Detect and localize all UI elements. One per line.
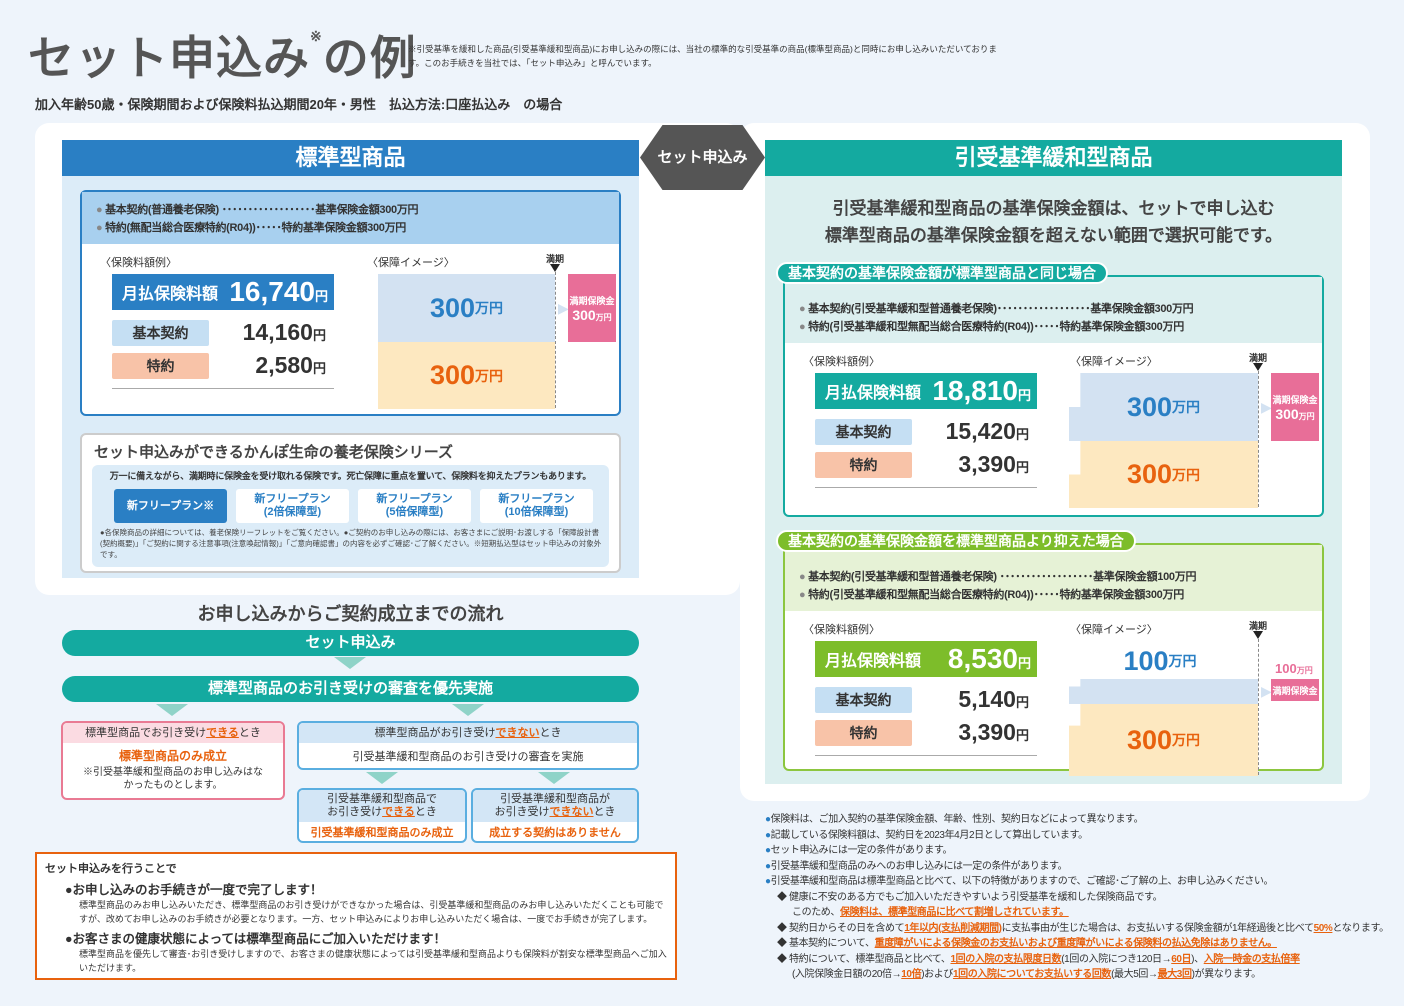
rider-row: 特約 3,390円: [815, 719, 1037, 746]
plan-coverage-lines: ● 基本契約(引受基準緩和型普通養老保険)･･････････････････基…: [785, 277, 1322, 343]
flow-arrow-icon: [334, 657, 366, 669]
series-desc: 万一に備えながら、満期時に保険金を受け取れる保険です。死亡保障に重点を置いて、保…: [109, 471, 592, 481]
plan-box-standard: ● 基本契約(普通養老保険) ･･････････････････基準保険金額3…: [80, 190, 621, 416]
maturity-benefit-amount: 100万円: [1275, 661, 1313, 676]
benefit-heading: ●お申し込みのお手続きが一度で完了します！: [65, 883, 323, 897]
flow-relaxed-accepted: 引受基準緩和型商品で お引き受けできるとき 引受基準緩和型商品のみ成立: [297, 788, 467, 843]
relaxed-headline-line2: 標準型商品の基準保険金額を超えない範囲で選択可能です。: [824, 226, 1283, 245]
benefit-body: 標準型商品のみお申し込みいただき、標準型商品のお引き受けができなかった場合は、引…: [79, 900, 664, 924]
title-main: セット申込み: [28, 32, 310, 84]
maturity-line: [1258, 371, 1259, 507]
case-tab: 基本契約の基準保険金額が標準型商品と同じ場合: [776, 262, 1108, 284]
coverage-image-label: 〈保障イメージ〉: [367, 257, 455, 269]
standard-header: 標準型商品: [62, 140, 639, 176]
coverage-image-label: 〈保障イメージ〉: [1070, 624, 1158, 636]
monthly-premium: 月払保険料額 18,810円: [815, 373, 1037, 409]
divider: [112, 388, 334, 389]
case-tab: 基本契約の基準保険金額を標準型商品より抑えた場合: [776, 530, 1136, 552]
maturity-label: 満期: [1248, 353, 1267, 363]
flow-relaxed-declined: 引受基準緩和型商品が お引き受けできないとき 成立する契約はありません: [471, 788, 639, 843]
title-mark: ※: [310, 28, 323, 44]
maturity-marker-icon: [1253, 363, 1263, 371]
flow-standard-accepted: 標準型商品でお引き受けできるとき 標準型商品のみ成立 ※引受基準緩和型商品のお申…: [61, 721, 285, 800]
relaxed-header: 引受基準緩和型商品: [765, 140, 1342, 176]
base-coverage-label: 100 万円: [1123, 645, 1197, 676]
flow-arrow-icon: [366, 772, 398, 784]
rider-row: 特約 2,580円: [112, 352, 334, 379]
divider: [815, 755, 1037, 756]
premium-example-label: 〈保険料額例〉: [803, 624, 880, 636]
title-footnote: ※引受基準を緩和した商品(引受基準緩和型商品)にお申し込みの際には、当社の標準的…: [408, 44, 997, 68]
base-contract-row: 基本契約 5,140円: [815, 686, 1037, 713]
divider: [815, 487, 1037, 488]
monthly-premium: 月払保険料額 16,740円: [112, 274, 334, 310]
flow-arrow-icon: [156, 704, 188, 716]
flow-arrow-icon: [538, 772, 570, 784]
series-note: ●各保険商品の詳細については、養老保険リーフレットをご覧ください。●ご契約のお申…: [100, 528, 602, 559]
base-coverage-block: 300 万円: [378, 274, 555, 342]
benefit-body: 標準型商品を優先して審査･お引き受けしますので、お客さまの健康状態によっては引受…: [79, 949, 667, 973]
benefit-heading: ●お客さまの健康状態によっては標準型商品にご加入いただけます！: [65, 932, 447, 946]
benefits-box: セット申込みを行うことで ●お申し込みのお手続きが一度で完了します！ 標準型商品…: [35, 852, 677, 980]
rider-coverage-block: 300 万円: [1069, 704, 1258, 776]
maturity-marker-icon: [550, 264, 560, 272]
coverage-image-label: 〈保障イメージ〉: [1070, 356, 1158, 368]
flow-step-standard-review: 標準型商品のお引き受けの審査を優先実施: [62, 676, 639, 702]
plan-new-free[interactable]: 新フリープラン※: [114, 489, 227, 523]
plan-coverage-lines: ● 基本契約(普通養老保険) ･･････････････････基準保険金額3…: [82, 192, 619, 244]
maturity-line: [1258, 639, 1259, 775]
plan-coverage-lines: ● 基本契約(引受基準緩和型普通養老保険) ･･････････････････…: [785, 545, 1322, 611]
arrow-right-icon: ▶: [558, 300, 569, 316]
rider-coverage-block: 300 万円: [378, 342, 555, 409]
arrow-right-icon: ▶: [1261, 399, 1272, 415]
premium-example-label: 〈保険料額例〉: [803, 356, 880, 368]
set-application-arrow: セット申込み: [640, 125, 765, 190]
maturity-benefit: 満期保険金 300万円: [1271, 373, 1319, 441]
flow-title: お申し込みからご契約成立までの流れ: [197, 604, 504, 624]
maturity-label: 満期: [1248, 621, 1267, 631]
relaxed-headline: 引受基準緩和型商品の基準保険金額は、セットで申し込む 標準型商品の基準保険金額を…: [765, 195, 1342, 249]
rider-row: 特約 3,390円: [815, 451, 1037, 478]
maturity-benefit: 満期保険金: [1271, 679, 1319, 701]
premium-example-label: 〈保険料額例〉: [100, 257, 177, 269]
page-title: セット申込み※の例: [28, 22, 417, 88]
series-box: セット申込みができるかんぽ生命の養老保険シリーズ 万一に備えながら、満期時に保険…: [80, 433, 621, 573]
plan-new-free-2x[interactable]: 新フリープラン (2倍保障型): [236, 489, 349, 523]
arrow-right-icon: ▶: [1261, 683, 1272, 699]
maturity-line: [555, 272, 556, 408]
monthly-premium: 月払保険料額 8,530円: [815, 641, 1037, 677]
base-contract-row: 基本契約 15,420円: [815, 418, 1037, 445]
maturity-label: 満期: [545, 254, 564, 264]
plan-new-free-5x[interactable]: 新フリープラン (5倍保障型): [358, 489, 471, 523]
plan-box-relaxed-reduced: ● 基本契約(引受基準緩和型普通養老保険) ･･････････････････…: [783, 543, 1324, 776]
base-coverage-block: [1069, 679, 1258, 704]
flow-arrow-icon: [452, 704, 484, 716]
maturity-marker-icon: [1253, 631, 1263, 639]
base-coverage-block: 300 万円: [1069, 373, 1258, 441]
plan-new-free-10x[interactable]: 新フリープラン (10倍保障型): [480, 489, 593, 523]
relaxed-headline-line1: 引受基準緩和型商品の基準保険金額は、セットで申し込む: [832, 199, 1275, 218]
plan-box-relaxed-same: ● 基本契約(引受基準緩和型普通養老保険)･･････････････････基…: [783, 275, 1324, 517]
flow-step-set-application: セット申込み: [62, 630, 639, 656]
flow-standard-declined: 標準型商品がお引き受けできないとき 引受基準緩和型商品のお引き受けの審査を実施: [297, 721, 639, 770]
base-contract-row: 基本契約 14,160円: [112, 319, 334, 346]
benefits-title: セット申込みを行うことで: [45, 863, 177, 875]
series-title: セット申込みができるかんぽ生命の養老保険シリーズ: [94, 444, 453, 461]
rider-coverage-block: 300 万円: [1069, 441, 1258, 508]
title-tail: の例: [322, 32, 417, 84]
series-inner: 万一に備えながら、満期時に保険金を受け取れる保険です。死亡保障に重点を置いて、保…: [92, 465, 609, 567]
notes: ●保険料は、ご加入契約の基準保険金額、年齢、性別、契約日などによって異なります。…: [765, 814, 1389, 980]
conditions-subtitle: 加入年齢50歳・保険期間および保険料払込期間20年・男性 払込方法:口座払込み …: [35, 97, 563, 112]
maturity-benefit: 満期保険金 300万円: [568, 274, 616, 342]
